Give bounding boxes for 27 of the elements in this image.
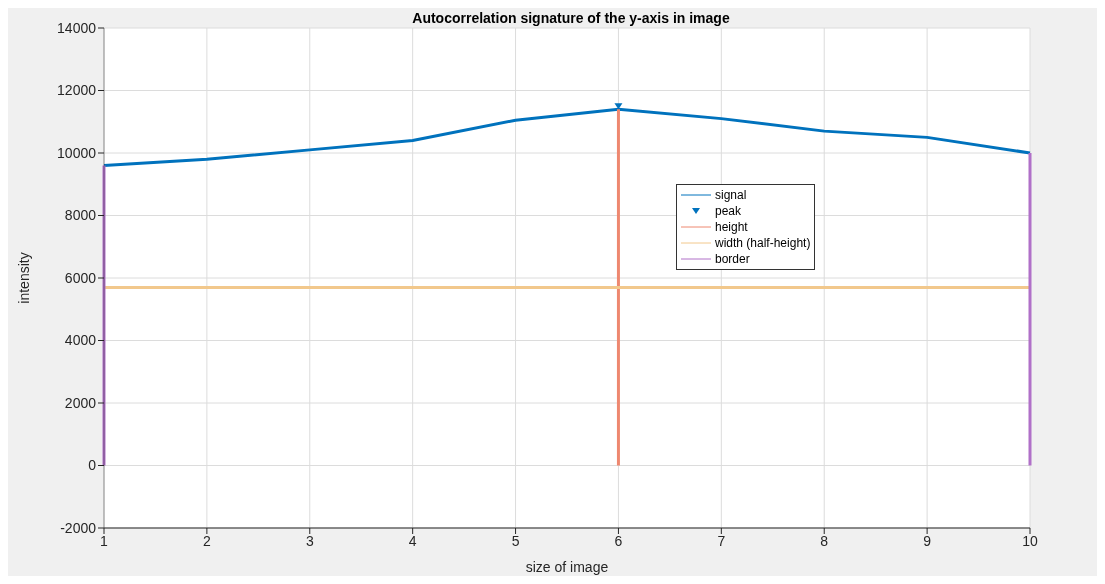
x-tick-label: 2 <box>202 532 211 549</box>
legend-label: signal <box>715 188 747 202</box>
legend-label: border <box>715 252 750 266</box>
x-tick-label: 4 <box>408 532 417 549</box>
chart-title: Autocorrelation signature of the y-axis in image <box>411 10 731 26</box>
y-tick-label: 12000 <box>57 82 97 99</box>
y-tick-label: 2000 <box>64 394 97 411</box>
y-tick-label: 6000 <box>64 269 97 286</box>
legend-label: height <box>715 220 748 234</box>
x-tick-label: 8 <box>820 532 829 549</box>
y-axis-title: intensity <box>15 252 32 304</box>
y-tick-label: 8000 <box>64 207 97 224</box>
legend-label: peak <box>715 204 742 218</box>
x-tick-label: 9 <box>923 532 932 549</box>
x-tick-label: 7 <box>717 532 726 549</box>
x-tick-label: 10 <box>1022 532 1038 549</box>
y-tick-label: 4000 <box>64 332 97 349</box>
legend-label: width (half-height) <box>715 236 811 250</box>
x-tick-label: 3 <box>305 532 314 549</box>
x-tick-label: 1 <box>100 532 109 549</box>
x-axis-title: size of image <box>525 559 609 575</box>
y-tick-label: -2000 <box>60 519 97 536</box>
x-tick-label: 5 <box>511 532 520 549</box>
y-tick-label: 0 <box>88 457 97 474</box>
y-tick-label: 14000 <box>57 19 97 36</box>
y-tick-label: 10000 <box>57 144 97 161</box>
x-tick-label: 6 <box>614 532 623 549</box>
